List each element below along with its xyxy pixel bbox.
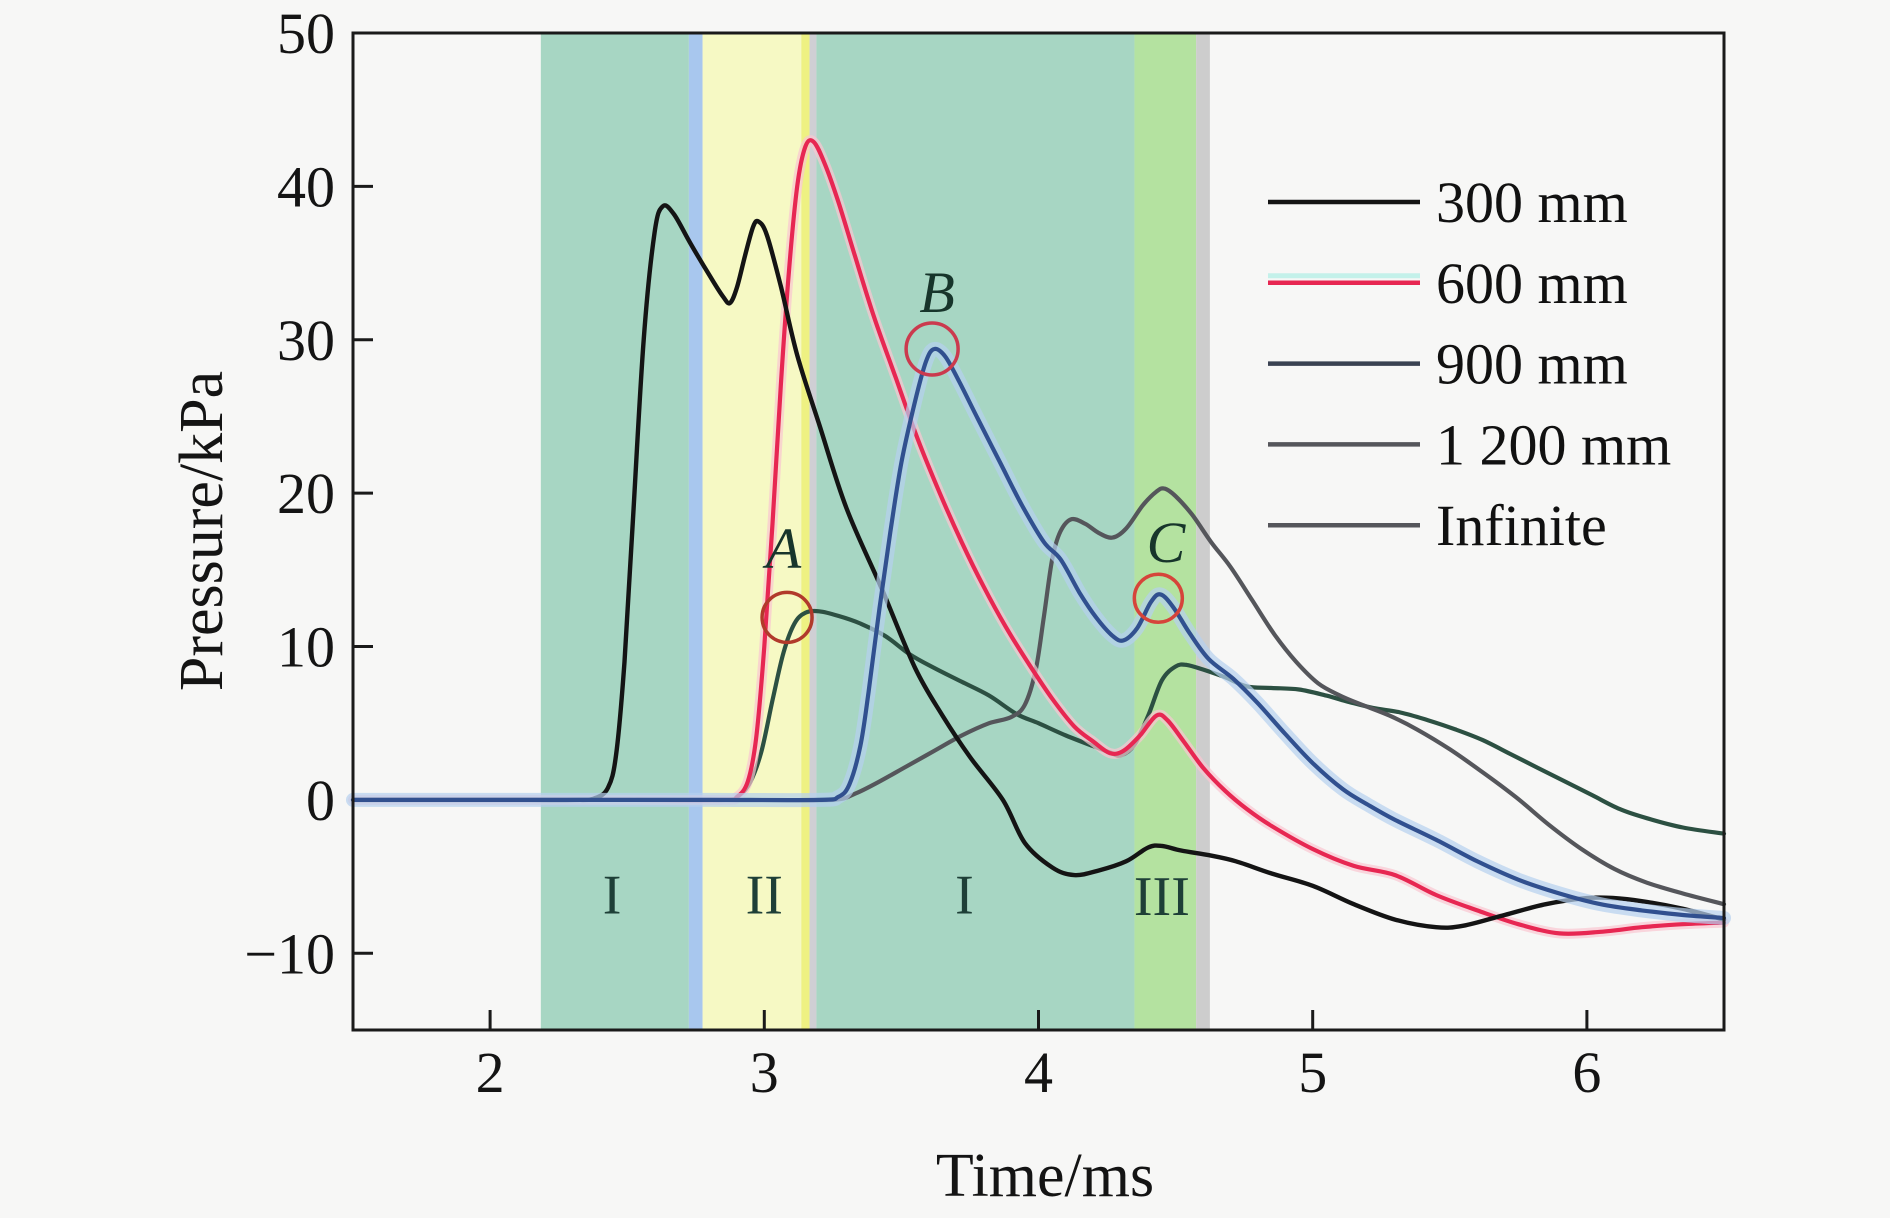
- region-label-1: I: [603, 864, 622, 926]
- legend-entry-2: 600 mm: [1268, 251, 1628, 316]
- region-gray-strip-1: [809, 33, 817, 1030]
- annotation-label-A: A: [762, 516, 802, 581]
- region-blue-strip: [688, 33, 703, 1030]
- x-tick-label: 2: [476, 1040, 505, 1105]
- curve-d1200: [350, 486, 1727, 907]
- region-phase-II: [702, 33, 802, 1030]
- curve-d900: [350, 346, 1727, 921]
- legend-label: 300 mm: [1436, 170, 1628, 235]
- annotation-circle-C: [1132, 572, 1185, 624]
- y-tick-label: 0: [306, 768, 335, 833]
- annotation-label-B: B: [919, 260, 954, 325]
- x-tick-label: 3: [750, 1040, 779, 1105]
- y-tick-label: 40: [277, 154, 335, 219]
- region-phase-I-first: [540, 33, 689, 1030]
- plot-frame: [351, 31, 1726, 1032]
- annotation-circle-B: [904, 321, 960, 377]
- legend-label: 1 200 mm: [1436, 412, 1671, 477]
- x-tick-label: 4: [1024, 1040, 1053, 1105]
- legend-entry-4: 1 200 mm: [1268, 412, 1671, 477]
- region-label-3: I: [955, 864, 974, 926]
- region-label-4: III: [1134, 866, 1190, 928]
- x-tick-label: 6: [1572, 1040, 1601, 1105]
- y-tick-label: 30: [277, 308, 335, 373]
- region-phase-I-second: [816, 33, 1135, 1030]
- y-tick-label: 50: [277, 1, 335, 66]
- y-tick-label: 20: [277, 461, 335, 526]
- region-label-2: II: [746, 864, 783, 926]
- legend-label: 900 mm: [1436, 332, 1628, 397]
- annotation-circle-A: [760, 590, 814, 645]
- legend-label: 600 mm: [1436, 251, 1628, 316]
- legend-entry-5: Infinite: [1268, 493, 1607, 558]
- annotation-label-C: C: [1147, 510, 1187, 575]
- y-tick-label: −10: [244, 921, 335, 986]
- region-yellow-edge-strip: [801, 33, 810, 1030]
- legend-entry-1: 300 mm: [1268, 170, 1628, 235]
- legend-label: Infinite: [1436, 493, 1607, 558]
- x-tick-label: 5: [1298, 1040, 1327, 1105]
- legend-entry-3: 900 mm: [1268, 332, 1628, 397]
- region-phase-III: [1134, 33, 1197, 1030]
- y-tick-label: 10: [277, 615, 335, 680]
- x-axis-title: Time/ms: [936, 1142, 1154, 1210]
- y-axis-title: Pressure/kPa: [168, 371, 236, 691]
